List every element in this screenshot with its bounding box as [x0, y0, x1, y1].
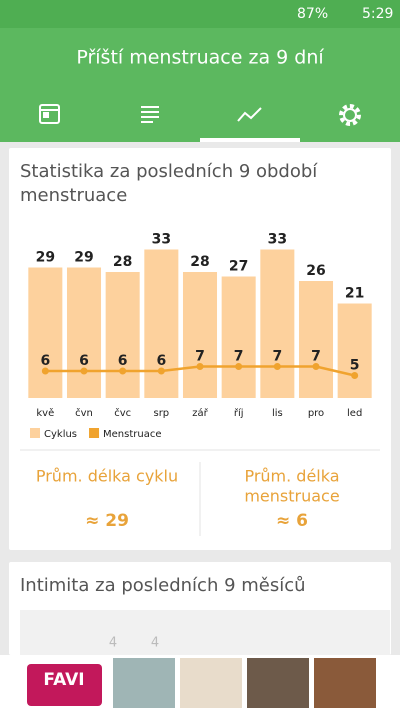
- stat-label: Prům. délka: [244, 467, 339, 486]
- status-bar: [0, 0, 400, 28]
- value-label: 28: [190, 254, 209, 270]
- x-tick-label: srp: [153, 408, 169, 419]
- bar: [66, 267, 102, 398]
- value-label: 7: [234, 349, 244, 365]
- value-label: 6: [40, 353, 50, 369]
- bar: [144, 249, 179, 398]
- tab-indicator: [200, 138, 300, 142]
- point: [157, 367, 165, 375]
- point: [80, 367, 88, 375]
- value-label: 33: [268, 232, 287, 248]
- card-title: Statistika za posledních 9 období: [20, 161, 318, 182]
- ad-image[interactable]: [180, 658, 242, 708]
- tabs: [39, 104, 361, 126]
- bar: [182, 272, 218, 398]
- value-label: 26: [306, 263, 325, 279]
- bar: [337, 303, 372, 398]
- x-tick-label: čvc: [114, 407, 131, 419]
- value-label: 7: [195, 349, 205, 365]
- value-label: 28: [113, 254, 132, 270]
- settings-tab[interactable]: [339, 104, 361, 126]
- ad-image[interactable]: [247, 658, 309, 708]
- point: [235, 363, 243, 370]
- ad-image[interactable]: [314, 658, 376, 708]
- legend-swatch: [89, 428, 100, 438]
- point: [119, 367, 127, 375]
- value-label: 7: [272, 349, 282, 365]
- bar: [260, 249, 295, 398]
- ad-logo[interactable]: [27, 664, 102, 706]
- bar: [221, 276, 256, 398]
- bar: [298, 281, 334, 398]
- ad-image[interactable]: [113, 658, 175, 708]
- stat-value: ≈ 6: [276, 511, 308, 531]
- ad-brand: FAVI: [43, 670, 84, 690]
- intimacy-label: 4: [151, 636, 159, 651]
- value-label: 27: [229, 259, 248, 275]
- value-label: 21: [345, 286, 364, 302]
- point: [196, 363, 204, 370]
- value-label: 29: [74, 250, 93, 266]
- intimacy-chart: [20, 610, 390, 655]
- value-label: 29: [36, 250, 55, 266]
- value-label: 6: [156, 353, 166, 369]
- app-title: Příští menstruace za 9 dní: [76, 47, 324, 69]
- card-title: Intimita za posledních 9 měsíců: [20, 575, 306, 596]
- legend-label: Cyklus: [44, 429, 77, 440]
- app-bar: [0, 28, 400, 142]
- legend-label: Menstruace: [103, 429, 161, 440]
- bar: [28, 267, 63, 398]
- value-label: 33: [152, 232, 171, 248]
- value-label: 7: [311, 349, 321, 365]
- calendar-tab[interactable]: [39, 104, 60, 124]
- point: [312, 363, 320, 370]
- x-tick-label: kvě: [36, 407, 54, 419]
- legend-swatch: [30, 428, 40, 438]
- stat-label: Prům. délka cyklu: [36, 467, 178, 486]
- point: [41, 367, 49, 375]
- list-tab[interactable]: [141, 106, 159, 123]
- chart: kvě čvn čvc srp zář říj lis pro led 29 29 28 33 28 27 3…: [28, 232, 372, 440]
- x-tick-label: pro: [308, 408, 324, 419]
- x-tick-label: říj: [234, 407, 244, 419]
- x-tick-label: čvn: [75, 407, 93, 419]
- bar: [105, 272, 140, 398]
- x-tick-label: zář: [192, 407, 208, 419]
- point: [351, 372, 359, 379]
- time: 5:29: [362, 6, 393, 22]
- intimacy-label: 4: [109, 636, 117, 651]
- card-title: menstruace: [20, 185, 127, 206]
- x-tick-label: led: [347, 408, 362, 419]
- value-label: 6: [79, 353, 89, 369]
- value-label: 5: [350, 358, 360, 374]
- stat-value: ≈ 29: [85, 511, 129, 531]
- point: [273, 363, 281, 370]
- battery: 87%: [297, 6, 328, 22]
- x-tick-label: lis: [272, 408, 283, 419]
- value-label: 6: [118, 353, 128, 369]
- chart-tab[interactable]: [237, 107, 262, 122]
- stat-label: menstruace: [244, 487, 339, 506]
